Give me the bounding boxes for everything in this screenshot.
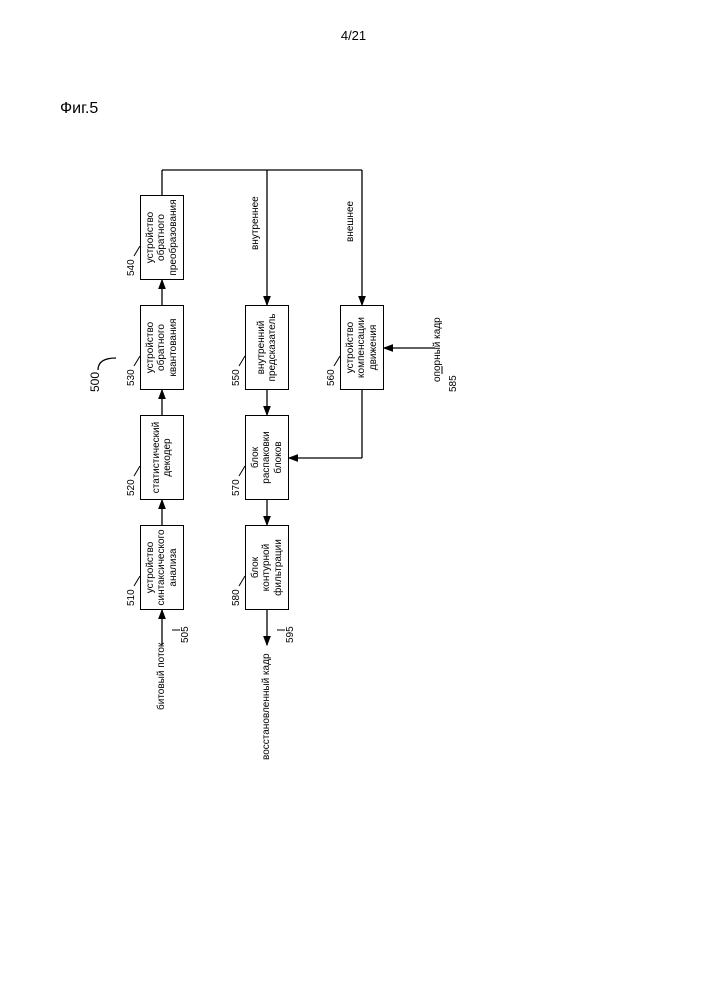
node-loop_filter-label: блок контурной фильтрации — [248, 537, 287, 598]
node-inv_trans: устройство обратного преобразования — [140, 195, 184, 280]
node-parser-ref: 510 — [126, 589, 137, 606]
node-mc: устройство компенсации движения — [340, 305, 384, 390]
node-mc-label: устройство компенсации движения — [343, 315, 382, 380]
mode-intra-label: внутреннее — [250, 196, 261, 250]
ref-frame-label: опорный кадр — [432, 317, 443, 382]
node-deblock: блок распаковки блоков — [245, 415, 289, 500]
node-intra_pred-label: внутренний предсказатель — [254, 312, 281, 384]
node-intra_pred-ref: 550 — [231, 369, 242, 386]
node-deblock-ref: 570 — [231, 479, 242, 496]
node-parser-label: устройство синтаксического анализа — [143, 527, 182, 607]
node-loop_filter: блок контурной фильтрации — [245, 525, 289, 610]
node-mc-ref: 560 — [326, 369, 337, 386]
page: 4/21 Фиг.5 — [0, 0, 707, 1000]
ref-frame-ref: 585 — [448, 375, 459, 392]
node-inv_quant-ref: 530 — [126, 369, 137, 386]
input-ref: 505 — [180, 626, 191, 643]
node-parser: устройство синтаксического анализа — [140, 525, 184, 610]
output-ref: 595 — [285, 626, 296, 643]
node-entropy_decoder-label: статистический декодер — [149, 420, 176, 495]
page-number: 4/21 — [341, 28, 366, 43]
mode-inter-label: внешнее — [345, 201, 356, 242]
node-inv_quant-label: устройство обратного квантования — [143, 317, 182, 379]
node-loop_filter-ref: 580 — [231, 589, 242, 606]
node-intra_pred: внутренний предсказатель — [245, 305, 289, 390]
diagram-ref: 500 — [88, 372, 102, 392]
node-inv_trans-label: устройство обратного преобразования — [143, 197, 182, 277]
node-inv_trans-ref: 540 — [126, 259, 137, 276]
output-label: восстановленный кадр — [261, 653, 272, 760]
input-label: битовый поток — [156, 643, 167, 710]
node-entropy_decoder: статистический декодер — [140, 415, 184, 500]
diagram-canvas: 500 битовый поток 505 восстановленный ка… — [80, 130, 640, 650]
figure-label: Фиг.5 — [60, 100, 98, 118]
node-entropy_decoder-ref: 520 — [126, 479, 137, 496]
node-inv_quant: устройство обратного квантования — [140, 305, 184, 390]
node-deblock-label: блок распаковки блоков — [248, 416, 287, 499]
